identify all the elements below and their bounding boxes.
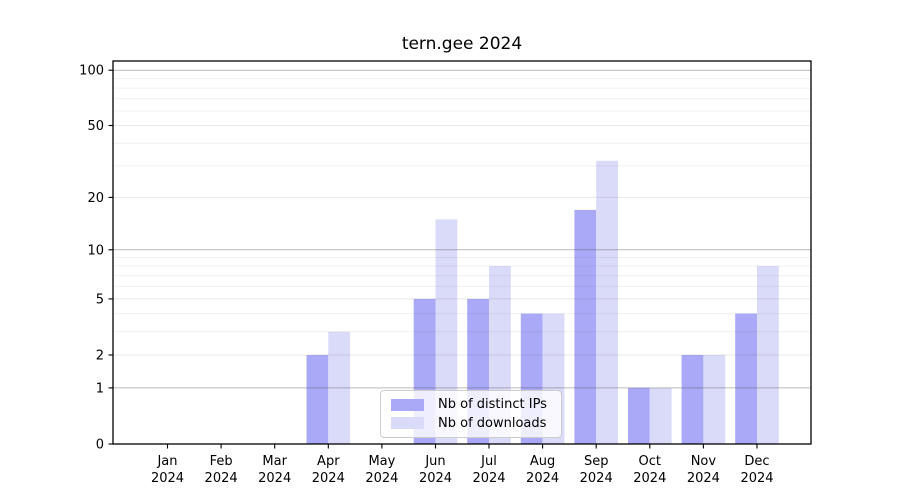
x-tick-label-year: 2024: [419, 471, 452, 486]
y-tick-label: 100: [79, 64, 104, 79]
y-tick-label: 2: [96, 349, 104, 364]
bar--downloads-dec: [757, 266, 779, 444]
x-tick-label-year: 2024: [740, 471, 773, 486]
x-tick-label-month: Jun: [424, 454, 445, 469]
x-tick-label-year: 2024: [312, 471, 345, 486]
bar--downloads-sep: [596, 160, 618, 445]
legend: Nb of distinct IPs Nb of downloads: [380, 390, 562, 438]
bar--distinct-ips-nov: [681, 355, 704, 444]
x-tick-label-year: 2024: [526, 471, 559, 486]
x-tick-label-year: 2024: [365, 471, 398, 486]
x-tick-label-month: Feb: [210, 454, 233, 469]
x-tick-label-month: Apr: [317, 454, 340, 469]
bar--downloads-oct: [649, 387, 672, 444]
y-tick-label: 1: [96, 381, 104, 396]
y-tick-label: 50: [87, 119, 104, 134]
bar--distinct-ips-sep: [574, 209, 597, 444]
x-tick-label-month: Jul: [480, 454, 497, 469]
legend-item-distinct-ips: Nb of distinct IPs: [391, 397, 551, 412]
x-tick-label-month: May: [368, 454, 395, 469]
y-tick-label: 20: [87, 191, 104, 206]
x-tick-label-year: 2024: [258, 471, 291, 486]
x-tick-label-year: 2024: [472, 471, 505, 486]
x-tick-label-year: 2024: [580, 471, 613, 486]
x-tick-label-year: 2024: [151, 471, 184, 486]
x-tick-label-year: 2024: [633, 471, 666, 486]
x-tick-label-year: 2024: [205, 471, 238, 486]
x-tick-label-year: 2024: [687, 471, 720, 486]
bar--distinct-ips-oct: [628, 387, 650, 444]
x-tick-label-month: Sep: [584, 454, 609, 469]
axes-frame: [112, 60, 812, 445]
x-tick-label-month: Dec: [744, 454, 769, 469]
y-tick-label: 5: [96, 292, 104, 307]
bar--downloads-jun: [435, 219, 458, 444]
bar--distinct-ips-dec: [735, 313, 757, 444]
legend-swatch-distinct-ips: [391, 398, 424, 411]
bar--downloads-apr: [328, 331, 351, 444]
y-tick-label: 0: [96, 438, 104, 453]
bar--downloads-nov: [703, 355, 726, 444]
x-tick-label-month: Oct: [639, 454, 661, 469]
x-tick-label-month: Aug: [530, 454, 555, 469]
y-tick-label: 10: [87, 243, 104, 258]
legend-swatch-downloads: [391, 417, 424, 430]
chart-title: tern.gee 2024: [401, 34, 523, 54]
x-tick-label-month: Jan: [156, 454, 177, 469]
legend-label-distinct-ips: Nb of distinct IPs: [438, 397, 547, 413]
x-tick-label-month: Nov: [691, 454, 717, 469]
x-tick-label-month: Mar: [262, 454, 287, 469]
bar--distinct-ips-apr: [306, 355, 329, 444]
legend-label-downloads: Nb of downloads: [438, 415, 547, 431]
legend-item-downloads: Nb of downloads: [391, 416, 551, 431]
